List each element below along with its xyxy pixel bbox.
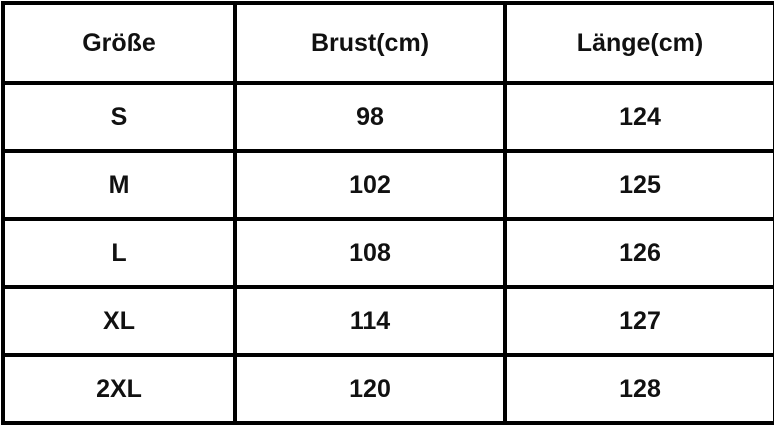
length-cell: 125 [503, 149, 774, 221]
header-row: Größe Brust(cm) Länge(cm) [1, 1, 774, 85]
chest-cell: 114 [233, 285, 507, 357]
table-row: S 98 124 [1, 81, 774, 153]
header-size: Größe [1, 1, 237, 85]
chest-cell: 102 [233, 149, 507, 221]
size-cell: M [1, 149, 237, 221]
chest-cell: 98 [233, 81, 507, 153]
size-cell: 2XL [1, 353, 237, 425]
chest-cell: 120 [233, 353, 507, 425]
length-cell: 128 [503, 353, 774, 425]
length-cell: 124 [503, 81, 774, 153]
length-cell: 127 [503, 285, 774, 357]
table-row: 2XL 120 128 [1, 353, 774, 425]
size-cell: L [1, 217, 237, 289]
size-cell: S [1, 81, 237, 153]
table-row: XL 114 127 [1, 285, 774, 357]
chest-cell: 108 [233, 217, 507, 289]
table-row: M 102 125 [1, 149, 774, 221]
header-chest: Brust(cm) [233, 1, 507, 85]
size-cell: XL [1, 285, 237, 357]
length-cell: 126 [503, 217, 774, 289]
table-row: L 108 126 [1, 217, 774, 289]
header-length: Länge(cm) [503, 1, 774, 85]
